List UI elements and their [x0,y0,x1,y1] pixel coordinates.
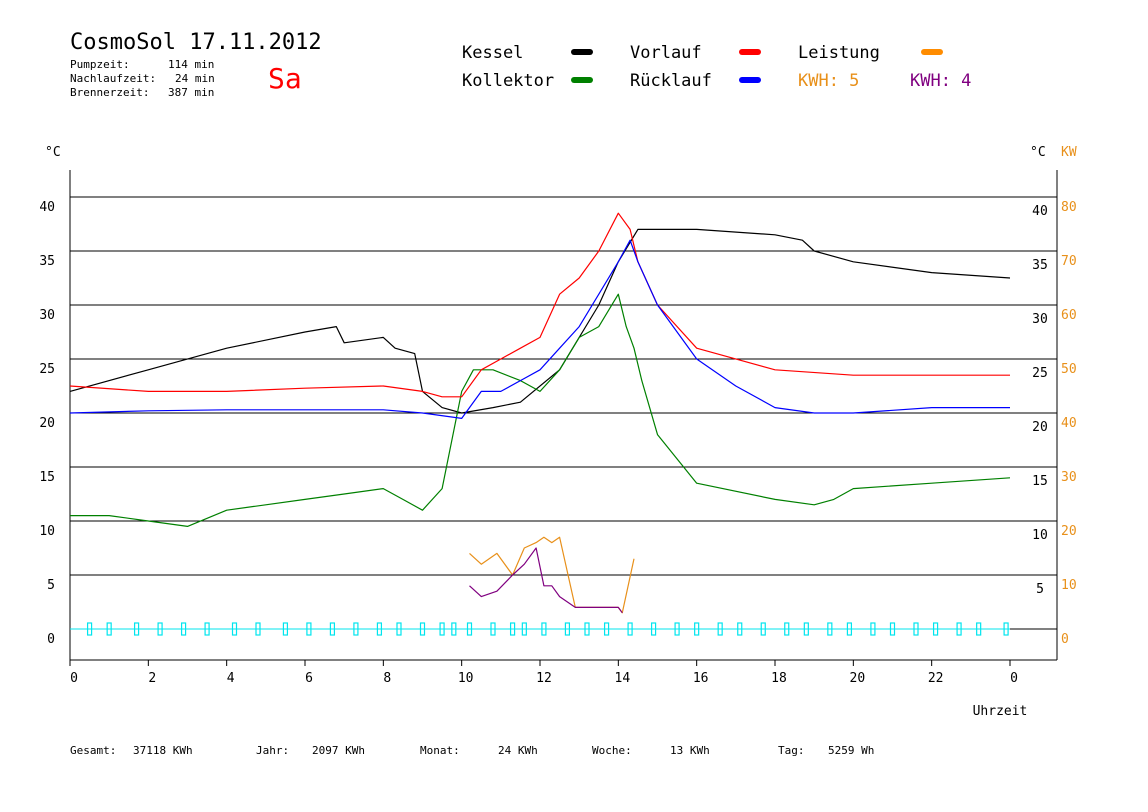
y-tick-right-power: 60 [1061,308,1077,323]
footer-gesamt-value: 37118 KWh [133,744,193,757]
x-tick-label: 16 [693,671,709,686]
weekday-label: Sa [268,62,302,95]
x-tick-label: 10 [458,671,474,686]
y-tick-left: 20 [39,416,55,431]
y-tick-left: 40 [39,200,55,215]
footer-monat-label: Monat: [420,744,460,757]
y-tick-right-temp: 20 [1032,420,1048,435]
legend-leistung-label: Leistung [798,43,880,63]
series-line-1 [70,293,1011,528]
x-tick-label: 8 [383,671,391,686]
y-tick-left: 0 [47,632,55,647]
footer-jahr-value: 2097 KWh [312,744,365,757]
x-tick-label: 0 [70,671,78,686]
footer-woche-value: 13 KWh [670,744,710,757]
y-axis-left-label: °C [45,145,61,160]
kwh-label-1: KWH: 5 [798,71,860,91]
y-tick-right-power: 40 [1061,416,1077,431]
series-line-3 [69,239,1010,419]
x-tick-label: 20 [850,671,866,686]
y-tick-right-temp: 30 [1032,312,1048,327]
y-tick-left: 5 [47,578,55,593]
info-brennerzeit-value: 387 min [168,86,215,99]
y-tick-left: 30 [39,308,55,323]
footer-gesamt-label: Gesamt: [70,744,117,757]
series-line-0 [69,228,1011,414]
x-tick-label: 18 [771,671,787,686]
kwh-label-2: KWH: 4 [910,71,972,91]
info-nachlaufzeit-value: 24 min [175,72,215,85]
info-pumpzeit-label: Pumpzeit: [70,58,130,71]
legend-ruecklauf-label: Rücklauf [630,71,712,91]
y-tick-right-temp: 35 [1032,258,1048,273]
y-tick-right-temp: 10 [1032,528,1048,543]
footer-tag-value: 5259 Wh [828,744,875,757]
y-axis-right-power-label: KW [1061,145,1077,160]
y-tick-right-temp: 25 [1032,366,1048,381]
y-tick-right-power: 10 [1061,578,1077,593]
info-nachlaufzeit-label: Nachlaufzeit: [70,72,157,85]
y-tick-right-temp: 5 [1036,582,1044,597]
footer-tag-label: Tag: [778,744,805,757]
x-tick-label: 12 [536,671,552,686]
legend-kessel-label: Kessel [462,43,524,63]
y-tick-left: 15 [39,470,55,485]
y-tick-left: 25 [39,362,55,377]
x-tick-label: 22 [928,671,944,686]
info-pumpzeit-value: 114 min [168,58,215,71]
x-axis-label: Uhrzeit [973,704,1028,719]
y-tick-right-power: 50 [1061,362,1077,377]
x-tick-label: 6 [305,671,313,686]
series-line-5 [469,547,623,614]
y-tick-right-power: 70 [1061,254,1077,269]
footer-jahr-label: Jahr: [256,744,290,757]
x-tick-label: 2 [148,671,156,686]
y-tick-right-temp: 15 [1032,474,1048,489]
x-tick-label: 4 [227,671,235,686]
y-tick-right-power: 80 [1061,200,1077,215]
footer-woche-label: Woche: [592,744,632,757]
y-axis-right-temp-label: °C [1030,145,1046,160]
series-line-2 [69,212,1010,398]
y-tick-right-power: 30 [1061,470,1077,485]
page-title: CosmoSol 17.11.2012 [70,30,322,55]
info-brennerzeit-label: Brennerzeit: [70,86,150,99]
y-tick-right-power: 20 [1061,524,1077,539]
legend-vorlauf-label: Vorlauf [630,43,702,63]
y-tick-right-temp: 40 [1032,204,1048,219]
y-tick-left: 10 [39,524,55,539]
x-tick-label: 0 [1010,671,1018,686]
footer-monat-value: 24 KWh [498,744,538,757]
x-tick-label: 14 [615,671,631,686]
y-tick-left: 35 [39,254,55,269]
legend-kollektor-label: Kollektor [462,71,555,91]
y-tick-right-power: 0 [1061,632,1069,647]
